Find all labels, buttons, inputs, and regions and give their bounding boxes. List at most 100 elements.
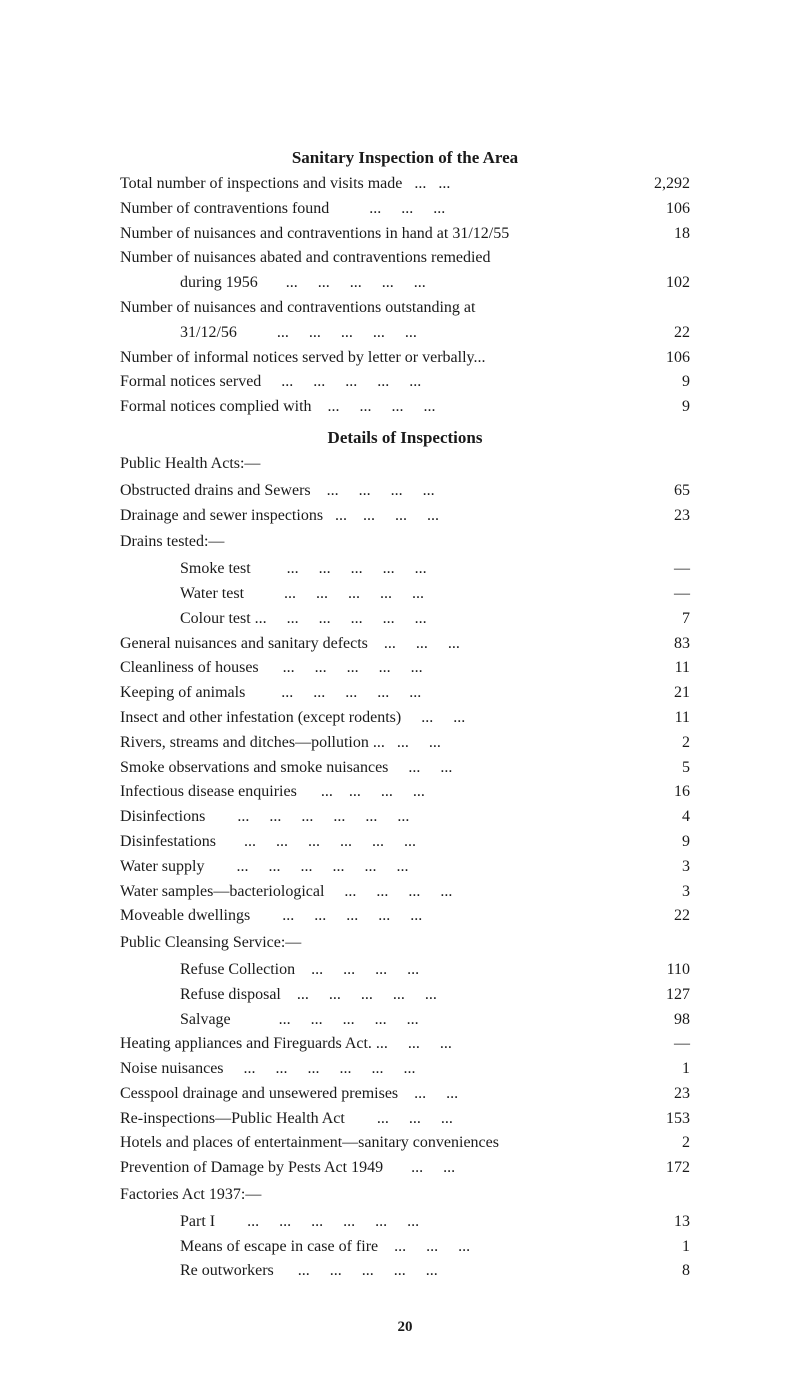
entry-value: 2: [610, 1131, 690, 1156]
entry-label: Heating appliances and Fireguards Act. .…: [120, 1032, 610, 1057]
entry-label: Obstructed drains and Sewers ... ... ...…: [120, 479, 610, 504]
entry-row: Noise nuisances ... ... ... ... ... ...1: [120, 1057, 690, 1082]
entry-label: General nuisances and sanitary defects .…: [120, 632, 610, 657]
entry-label: Cesspool drainage and unsewered premises…: [120, 1082, 610, 1107]
entry-value: 16: [610, 780, 690, 805]
entry-row: Water test ... ... ... ... ...—: [120, 582, 690, 607]
entry-row: Means of escape in case of fire ... ... …: [120, 1235, 690, 1260]
entry-row: Obstructed drains and Sewers ... ... ...…: [120, 479, 690, 504]
entry-label: Disinfestations ... ... ... ... ... ...: [120, 830, 610, 855]
entry-row: Drainage and sewer inspections ... ... .…: [120, 504, 690, 529]
entry-value: 8: [610, 1259, 690, 1284]
entry-label: Noise nuisances ... ... ... ... ... ...: [120, 1057, 610, 1082]
factories-subheading: Factories Act 1937:—: [120, 1183, 690, 1208]
entry-label: Re outworkers ... ... ... ... ...: [120, 1259, 610, 1284]
entry-label: Number of nuisances and contraventions i…: [120, 222, 610, 247]
entry-row: Part I ... ... ... ... ... ...13: [120, 1210, 690, 1235]
entry-row: Disinfestations ... ... ... ... ... ...9: [120, 830, 690, 855]
document-page: Sanitary Inspection of the Area Total nu…: [0, 0, 800, 1386]
entry-value: 23: [610, 1082, 690, 1107]
entry-value: 22: [610, 904, 690, 929]
entry-value: 98: [610, 1008, 690, 1033]
entry-label: Water samples—bacteriological ... ... ..…: [120, 880, 610, 905]
entry-row: Prevention of Damage by Pests Act 1949 .…: [120, 1156, 690, 1181]
entry-label: Number of informal notices served by let…: [120, 346, 610, 371]
entry-label: Number of nuisances abated and contraven…: [120, 246, 610, 271]
entry-value: 106: [610, 197, 690, 222]
entry-row: Total number of inspections and visits m…: [120, 172, 690, 197]
entry-value: 83: [610, 632, 690, 657]
entry-label: Rivers, streams and ditches—pollution ..…: [120, 731, 610, 756]
entry-label: Disinfections ... ... ... ... ... ...: [120, 805, 610, 830]
entry-row: Cesspool drainage and unsewered premises…: [120, 1082, 690, 1107]
entry-label: Hotels and places of entertainment—sanit…: [120, 1131, 610, 1156]
entry-value: 9: [610, 395, 690, 420]
entry-row: Insect and other infestation (except rod…: [120, 706, 690, 731]
entry-row: Keeping of animals ... ... ... ... ...21: [120, 681, 690, 706]
entry-label: Total number of inspections and visits m…: [120, 172, 610, 197]
entry-value: 2,292: [610, 172, 690, 197]
entry-row: Rivers, streams and ditches—pollution ..…: [120, 731, 690, 756]
entry-row: Cleanliness of houses ... ... ... ... ..…: [120, 656, 690, 681]
entry-label: Keeping of animals ... ... ... ... ...: [120, 681, 610, 706]
drains-tested-subheading: Drains tested:—: [120, 530, 690, 555]
entry-row: Number of informal notices served by let…: [120, 346, 690, 371]
entry-label: Water supply ... ... ... ... ... ...: [120, 855, 610, 880]
entry-label: Infectious disease enquiries ... ... ...…: [120, 780, 610, 805]
entry-label: Insect and other infestation (except rod…: [120, 706, 610, 731]
entry-row: Salvage ... ... ... ... ...98: [120, 1008, 690, 1033]
entry-label: Drainage and sewer inspections ... ... .…: [120, 504, 610, 529]
entry-row: during 1956 ... ... ... ... ...102: [120, 271, 690, 296]
entry-label: Formal notices served ... ... ... ... ..…: [120, 370, 610, 395]
entry-row: Colour test ... ... ... ... ... ...7: [120, 607, 690, 632]
entry-row: Formal notices served ... ... ... ... ..…: [120, 370, 690, 395]
drains-section: Smoke test ... ... ... ... ...—Water tes…: [120, 557, 690, 631]
entry-label: Formal notices complied with ... ... ...…: [120, 395, 610, 420]
entry-value: 65: [610, 479, 690, 504]
entry-value: 21: [610, 681, 690, 706]
cleansing-section: Refuse Collection ... ... ... ...110Refu…: [120, 958, 690, 1032]
entry-row: Water supply ... ... ... ... ... ...3: [120, 855, 690, 880]
entry-row: Formal notices complied with ... ... ...…: [120, 395, 690, 420]
details-heading: Details of Inspections: [120, 428, 690, 448]
public-cleansing-subheading: Public Cleansing Service:—: [120, 931, 690, 956]
entry-value: 4: [610, 805, 690, 830]
entry-label: 31/12/56 ... ... ... ... ...: [120, 321, 610, 346]
entry-label: Means of escape in case of fire ... ... …: [120, 1235, 610, 1260]
page-number: 20: [120, 1319, 690, 1336]
entry-label: Smoke test ... ... ... ... ...: [120, 557, 610, 582]
entry-value: 9: [610, 830, 690, 855]
entry-value: —: [610, 1032, 690, 1057]
entry-row: Heating appliances and Fireguards Act. .…: [120, 1032, 690, 1057]
entry-value: 23: [610, 504, 690, 529]
entry-label: Moveable dwellings ... ... ... ... ...: [120, 904, 610, 929]
entry-row: Disinfections ... ... ... ... ... ...4: [120, 805, 690, 830]
entry-value: 13: [610, 1210, 690, 1235]
entry-value: 9: [610, 370, 690, 395]
entry-value: 11: [610, 656, 690, 681]
entry-value: 7: [610, 607, 690, 632]
entry-row: Hotels and places of entertainment—sanit…: [120, 1131, 690, 1156]
entry-label: Part I ... ... ... ... ... ...: [120, 1210, 610, 1235]
entry-row: Number of nuisances abated and contraven…: [120, 246, 690, 271]
entry-row: 31/12/56 ... ... ... ... ...22: [120, 321, 690, 346]
entry-value: 5: [610, 756, 690, 781]
entry-value: 18: [610, 222, 690, 247]
entry-label: Refuse disposal ... ... ... ... ...: [120, 983, 610, 1008]
entry-value: 110: [610, 958, 690, 983]
entry-label: Re-inspections—Public Health Act ... ...…: [120, 1107, 610, 1132]
entry-value: 127: [610, 983, 690, 1008]
entry-value: 2: [610, 731, 690, 756]
entry-value: 11: [610, 706, 690, 731]
entry-label: Water test ... ... ... ... ...: [120, 582, 610, 607]
entry-label: Number of nuisances and contraventions o…: [120, 296, 610, 321]
main-heading: Sanitary Inspection of the Area: [120, 148, 690, 168]
entry-label: Refuse Collection ... ... ... ...: [120, 958, 610, 983]
entry-label: Number of contraventions found ... ... .…: [120, 197, 610, 222]
entry-label: Salvage ... ... ... ... ...: [120, 1008, 610, 1033]
entry-row: Number of nuisances and contraventions i…: [120, 222, 690, 247]
entry-value: 3: [610, 855, 690, 880]
entry-value: —: [610, 582, 690, 607]
entry-label: Colour test ... ... ... ... ... ...: [120, 607, 610, 632]
section-3: General nuisances and sanitary defects .…: [120, 632, 690, 930]
